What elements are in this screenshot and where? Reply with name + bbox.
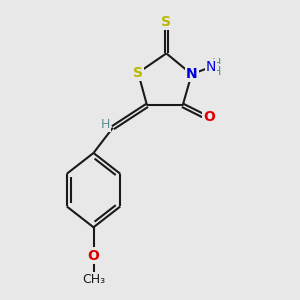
Text: H: H (101, 118, 110, 130)
Text: N: N (186, 67, 197, 81)
Text: O: O (88, 248, 100, 262)
Text: N: N (206, 60, 216, 74)
Text: H: H (212, 65, 222, 78)
Text: S: S (133, 66, 143, 80)
Text: O: O (203, 110, 215, 124)
Text: S: S (161, 15, 171, 29)
Text: CH₃: CH₃ (82, 273, 105, 286)
Text: H: H (212, 57, 222, 70)
